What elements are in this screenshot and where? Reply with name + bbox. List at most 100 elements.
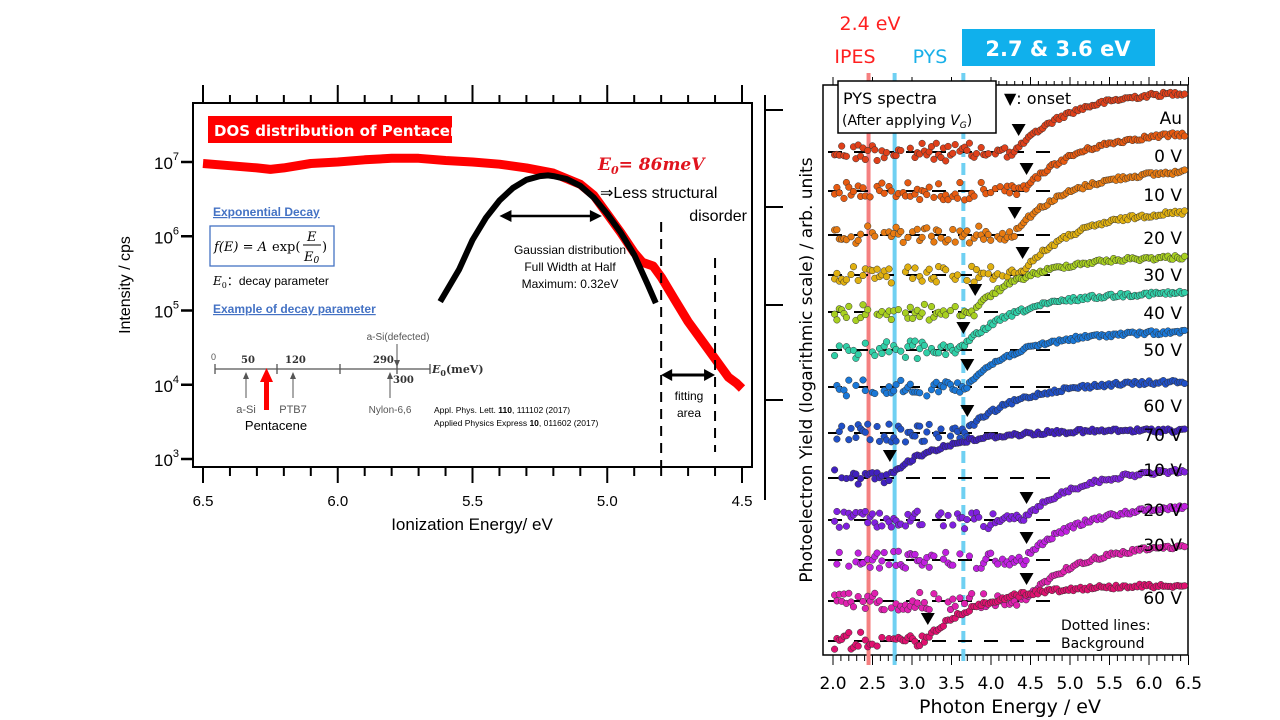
data-point [920,341,928,350]
data-point [842,522,850,530]
data-point [897,376,905,384]
data-point [831,645,839,653]
data-point [1181,326,1189,334]
data-point [897,347,905,355]
data-point [1181,166,1189,174]
data-point [963,276,971,284]
onset-triangle-icon [1007,207,1022,219]
series-label: -30 V [1137,536,1182,556]
onset-triangle-icon [960,359,975,371]
data-point [984,270,992,278]
spectra-points [831,88,1189,653]
data-point [838,422,846,430]
pys-label: PYS [913,46,948,68]
data-point [861,155,869,164]
data-point [923,392,931,400]
data-point [833,226,841,234]
data-point [859,271,867,280]
e0-scale: 0 50 120 290 300 E0(meV) a-Si Pentacene … [211,332,484,433]
data-point [944,511,952,519]
data-point [932,278,940,286]
data-point [887,187,895,195]
reference-2: Applied Physics Express 10, 011602 (2017… [434,418,598,428]
data-point [925,420,933,428]
background-note-2: Background [1061,636,1145,652]
data-point [944,236,952,244]
gaussian-label-3: Maximum: 0.32eV [522,277,619,291]
y-tick-label: 104 [154,374,179,396]
data-point [951,602,959,610]
data-point [833,560,841,568]
data-point [965,139,973,147]
data-point [935,349,943,357]
data-point [987,236,995,244]
data-point [901,522,910,530]
spectrum-series [833,502,1189,572]
arrow-up-icon [243,372,249,398]
scale-unit: E0(meV) [431,363,484,378]
onset-triangle-icon [1011,124,1026,136]
data-point [1022,557,1030,565]
data-point [961,525,969,533]
data-point [925,183,933,191]
data-point [1181,468,1189,476]
data-point [842,313,850,322]
data-point [859,376,867,384]
data-point [871,232,879,240]
data-point [963,516,971,524]
data-point [951,303,959,311]
data-point [864,222,872,230]
data-point [965,552,973,560]
onset-triangle-icon [1019,573,1034,585]
y-axis-label: Photoelectron Yield (logarithmic scale) … [797,157,817,582]
data-point [859,559,867,567]
x-axis-label: Ionization Energy/ eV [391,515,553,534]
data-point [920,437,928,445]
data-point [892,381,900,389]
data-point [942,350,950,359]
data-point [942,311,950,319]
data-point [980,590,988,598]
data-point [890,387,898,395]
data-point [904,179,912,187]
data-point [833,435,841,443]
data-point [918,277,926,285]
x-tick-label: 6.5 [193,493,214,510]
data-point [854,642,862,650]
data-point [901,353,910,361]
data-point [911,550,919,558]
data-point [878,557,886,565]
example-title: Example of decay parameter [213,302,376,316]
data-point [906,144,914,152]
scale-tick-120: 120 [285,355,306,366]
data-point [927,303,936,311]
data-point [885,348,893,356]
scale-tick-300: 300 [393,375,414,386]
data-point [859,184,867,192]
pentacene-arrow-icon [260,368,273,410]
data-point [918,139,926,147]
data-point [972,266,981,274]
plot-frame [822,84,1189,656]
data-point [847,270,855,279]
x-axis-label: Photon Energy / eV [919,696,1101,718]
scale-tick-290: 290 [373,355,394,366]
data-point [956,550,964,558]
data-point [923,224,931,232]
x-tick-label: 3.0 [898,674,925,694]
legend-box [837,80,997,134]
data-point [939,555,947,563]
series-label: 20 V [1143,229,1182,249]
data-point [1010,232,1018,240]
onset-triangle-icon [1019,163,1034,175]
data-point [831,352,839,360]
arrow-down-icon [394,344,400,367]
data-point [925,563,933,571]
data-point [849,187,858,196]
legend-title: PYS spectra [843,89,937,108]
spectrum-series [831,88,1189,165]
data-point [845,376,853,384]
ipes-energy: 2.4 eV [840,13,901,35]
data-point [878,349,886,358]
scale-tick-0: 0 [211,352,216,362]
